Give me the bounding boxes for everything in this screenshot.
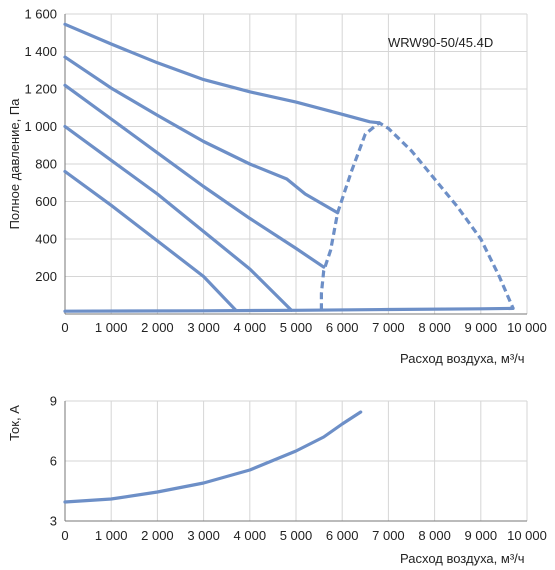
x-tick-label: 0 bbox=[61, 528, 68, 543]
x-tick-label: 2 000 bbox=[141, 320, 174, 335]
x-tick-label: 4 000 bbox=[234, 320, 267, 335]
y-tick-label: 6 bbox=[50, 454, 57, 469]
current-chart: 0 1 000 2 000 3 000 4 000 5 000 6 000 7 000 8 00… bbox=[7, 394, 547, 567]
dashed-boundary-curve-6 bbox=[319, 121, 515, 311]
x-tick-label: 1 000 bbox=[95, 528, 128, 543]
x-tick-label: 5 000 bbox=[280, 320, 313, 335]
series-line-0 bbox=[63, 410, 363, 504]
series-line-3 bbox=[63, 124, 293, 312]
series-line-1 bbox=[63, 55, 340, 215]
y-tick-label: 9 bbox=[50, 394, 57, 409]
y-tick-label: 1 200 bbox=[24, 82, 57, 97]
x-tick-label: 10 000 bbox=[507, 320, 547, 335]
y-axis-title: Полное давление, Па bbox=[7, 98, 22, 230]
x-tick-label: 8 000 bbox=[418, 528, 451, 543]
series-line-4 bbox=[63, 169, 238, 312]
x-tick-label: 5 000 bbox=[280, 528, 313, 543]
model-label: WRW90-50/45.4D bbox=[388, 35, 493, 50]
series-line-5 bbox=[63, 306, 515, 313]
x-tick-label: 6 000 bbox=[326, 320, 359, 335]
series-line-2 bbox=[63, 83, 326, 269]
x-axis-title: Расход воздуха, м³/ч bbox=[400, 551, 525, 566]
y-tick-label: 1 600 bbox=[24, 7, 57, 22]
y-tick-label: 800 bbox=[35, 157, 57, 172]
y-tick-label: 400 bbox=[35, 232, 57, 247]
x-tick-label: 1 000 bbox=[95, 320, 128, 335]
x-tick-label: 7 000 bbox=[372, 528, 405, 543]
x-axis-title: Расход воздуха, м³/ч bbox=[400, 351, 525, 366]
x-tick-label: 7 000 bbox=[372, 320, 405, 335]
x-tick-label: 2 000 bbox=[141, 528, 174, 543]
x-tick-label: 9 000 bbox=[465, 320, 498, 335]
x-tick-label: 6 000 bbox=[326, 528, 359, 543]
pressure-chart: 0 1 000 2 000 3 000 4 000 5 000 6 000 7 000 8 00… bbox=[7, 7, 547, 367]
x-tick-label: 9 000 bbox=[465, 528, 498, 543]
x-tick-label: 3 000 bbox=[187, 320, 220, 335]
y-tick-label: 1 000 bbox=[24, 119, 57, 134]
x-tick-label: 10 000 bbox=[507, 528, 547, 543]
x-tick-label: 8 000 bbox=[418, 320, 451, 335]
y-tick-label: 200 bbox=[35, 269, 57, 284]
x-tick-label: 3 000 bbox=[187, 528, 220, 543]
y-axis-title: Ток, А bbox=[7, 405, 22, 441]
y-tick-label: 600 bbox=[35, 194, 57, 209]
x-tick-label: 0 bbox=[61, 320, 68, 335]
y-tick-label: 1 400 bbox=[24, 44, 57, 59]
series-line-0 bbox=[63, 22, 381, 125]
x-tick-label: 4 000 bbox=[234, 528, 267, 543]
y-tick-label: 3 bbox=[50, 514, 57, 529]
